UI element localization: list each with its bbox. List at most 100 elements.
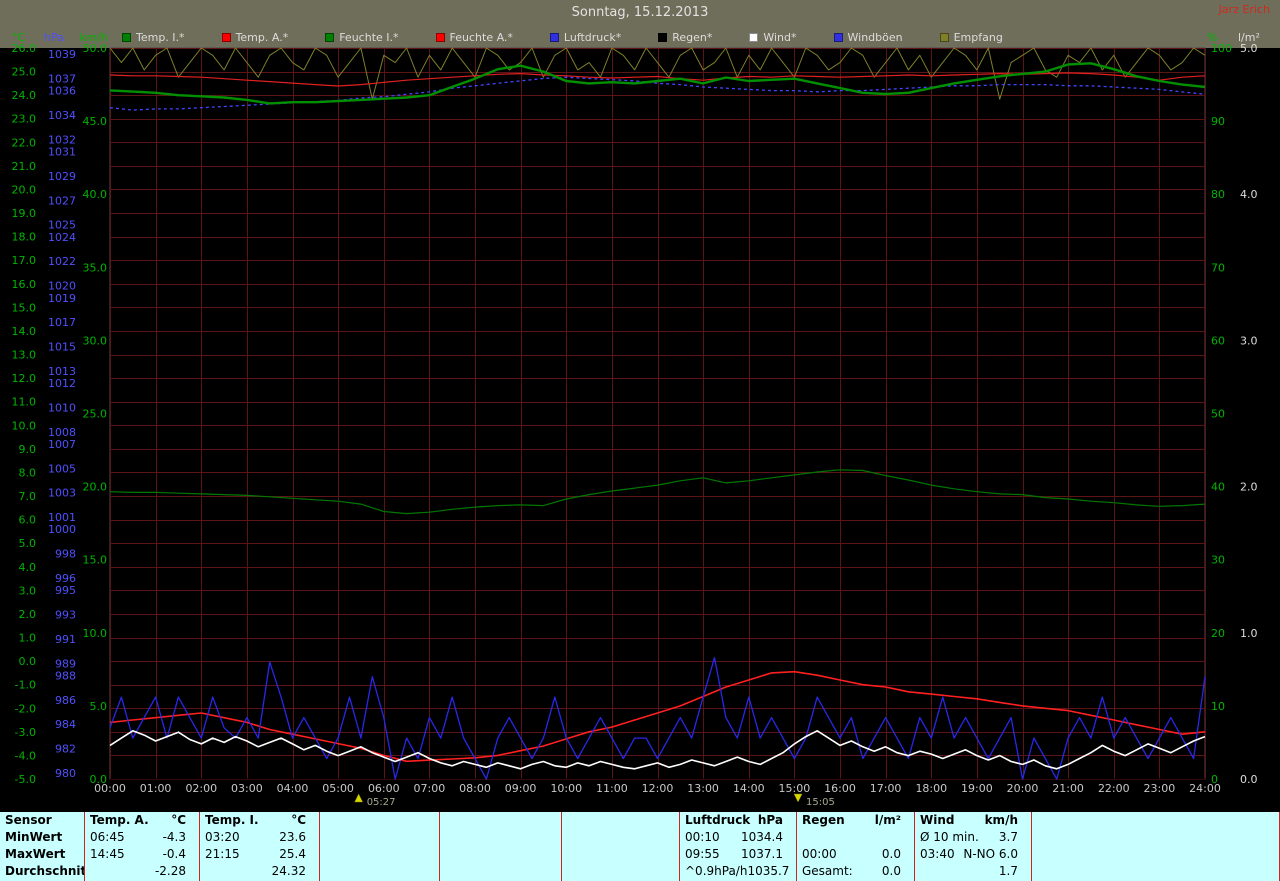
svg-text:35.0: 35.0: [83, 261, 108, 274]
svg-text:16:00: 16:00: [824, 782, 856, 795]
stats-cell: Wind km/h: [920, 813, 1018, 827]
legend-item-regen[interactable]: Regen*: [658, 31, 712, 44]
sunset-icon: [793, 793, 803, 803]
legend-swatch-temp-i-icon: [122, 33, 131, 42]
series-empfang: [109, 47, 1206, 100]
svg-text:991: 991: [55, 633, 76, 646]
svg-text:996: 996: [55, 572, 76, 585]
legend-swatch-feuchte-a-icon: [435, 33, 445, 42]
svg-text:1010: 1010: [48, 401, 76, 414]
svg-text:1.0: 1.0: [19, 632, 37, 645]
stats-cell: [797, 829, 914, 846]
svg-text:17:00: 17:00: [870, 782, 902, 795]
svg-text:1008: 1008: [48, 426, 76, 439]
legend-item-luftdruck[interactable]: Luftdruck*: [549, 31, 621, 44]
stats-cell: 14:45 -0.4: [90, 847, 186, 861]
chart-plot-area[interactable]: [109, 47, 1206, 780]
stats-cell: Ø 10 min. 3.7: [920, 830, 1018, 844]
stats-cell: 03:20 23.6: [205, 830, 306, 844]
svg-text:01:00: 01:00: [140, 782, 172, 795]
svg-text:11.0: 11.0: [12, 396, 37, 409]
stats-cell: [320, 863, 439, 880]
svg-text:23.0: 23.0: [12, 113, 37, 126]
svg-text:989: 989: [55, 657, 76, 670]
svg-text:1022: 1022: [48, 255, 76, 268]
svg-text:50: 50: [1211, 408, 1225, 421]
svg-text:30: 30: [1211, 554, 1225, 567]
svg-text:984: 984: [55, 718, 76, 731]
svg-text:4.0: 4.0: [19, 561, 37, 574]
svg-text:1019: 1019: [48, 292, 76, 305]
svg-text:15.0: 15.0: [83, 554, 108, 567]
svg-text:45.0: 45.0: [83, 115, 108, 128]
legend-label: Temp. I.*: [136, 31, 185, 44]
svg-text:-4.0: -4.0: [15, 749, 36, 762]
legend-label: Feuchte A.*: [449, 31, 513, 44]
stats-col-regen: Regen l/m² 00:00 0.0 Gesamt: 0.0: [797, 812, 915, 881]
stats-cell: [562, 829, 679, 846]
stats-cell: MaxWert: [5, 847, 66, 861]
stats-cell: [1032, 812, 1279, 829]
stats-cell: 00:00 0.0: [802, 847, 901, 861]
svg-text:0: 0: [1211, 773, 1218, 786]
title-bar: Sonntag, 15.12.2013 Jarz Erich: [0, 0, 1280, 28]
svg-text:03:00: 03:00: [231, 782, 263, 795]
svg-text:22:00: 22:00: [1098, 782, 1130, 795]
legend-item-empfang[interactable]: Empfang: [939, 31, 1003, 44]
axis-unit-celsius: °C: [12, 31, 26, 44]
svg-text:0.0: 0.0: [19, 655, 37, 668]
legend-label: Feuchte I.*: [339, 31, 399, 44]
legend-item-feuchte-a[interactable]: Feuchte A.*: [435, 31, 513, 44]
axis-unit-percent: %: [1207, 31, 1218, 44]
stats-cell: Gesamt: 0.0: [802, 864, 901, 878]
svg-text:1003: 1003: [48, 487, 76, 500]
stats-cell: [562, 863, 679, 880]
svg-text:9.0: 9.0: [19, 443, 37, 456]
svg-text:1027: 1027: [48, 194, 76, 207]
svg-text:1013: 1013: [48, 365, 76, 378]
stats-cell: 09:55 1037.1: [685, 847, 783, 861]
svg-text:07:00: 07:00: [414, 782, 446, 795]
legend-label: Regen*: [672, 31, 713, 44]
svg-text:20.0: 20.0: [83, 481, 108, 494]
stats-cell: Luftdruck hPa: [685, 813, 783, 827]
grid-lines: [110, 48, 1206, 780]
stats-cell: 06:45 -4.3: [90, 830, 186, 844]
stats-col-empty-2: [440, 812, 562, 881]
legend-swatch-regen-icon: [658, 33, 668, 42]
svg-text:12.0: 12.0: [12, 372, 37, 385]
svg-text:1031: 1031: [48, 146, 76, 159]
svg-text:17.0: 17.0: [12, 254, 37, 267]
svg-text:24:00: 24:00: [1189, 782, 1221, 795]
svg-text:20.0: 20.0: [12, 184, 37, 197]
svg-text:13:00: 13:00: [687, 782, 719, 795]
svg-text:1039: 1039: [48, 48, 76, 61]
svg-text:993: 993: [55, 609, 76, 622]
svg-text:20: 20: [1211, 627, 1225, 640]
svg-text:2.0: 2.0: [19, 608, 37, 621]
legend-bar: °C hPa km/h Temp. I.* Temp. A.* Feuchte I.…: [0, 28, 1280, 48]
axis-unit-hpa: hPa: [44, 31, 64, 44]
svg-text:15:00: 15:00: [779, 782, 811, 795]
svg-text:25.0: 25.0: [12, 66, 37, 79]
svg-text:5.0: 5.0: [90, 700, 108, 713]
svg-text:13.0: 13.0: [12, 349, 37, 362]
svg-text:70: 70: [1211, 261, 1225, 274]
svg-text:1025: 1025: [48, 219, 76, 232]
stats-cell: [440, 812, 561, 829]
legend-item-windboeen[interactable]: Windböen: [833, 31, 903, 44]
stats-cell: -2.28: [154, 864, 186, 878]
legend-item-temp-i[interactable]: Temp. I.*: [122, 31, 185, 44]
legend-item-temp-a[interactable]: Temp. A.*: [221, 31, 288, 44]
stats-col-empty-3: [562, 812, 680, 881]
legend-item-wind[interactable]: Wind*: [749, 31, 797, 44]
legend-item-feuchte-i[interactable]: Feuchte I.*: [325, 31, 399, 44]
svg-text:12:00: 12:00: [642, 782, 674, 795]
svg-text:14.0: 14.0: [12, 325, 37, 338]
svg-text:19.0: 19.0: [12, 207, 37, 220]
x-axis-labels: 00:00 01:00 02:00 03:00 04:00 05:00 06:00 07:00…: [94, 782, 1221, 795]
stats-cell: 1.7: [998, 864, 1018, 878]
svg-text:3.0: 3.0: [1240, 334, 1258, 347]
svg-text:1037: 1037: [48, 73, 76, 86]
